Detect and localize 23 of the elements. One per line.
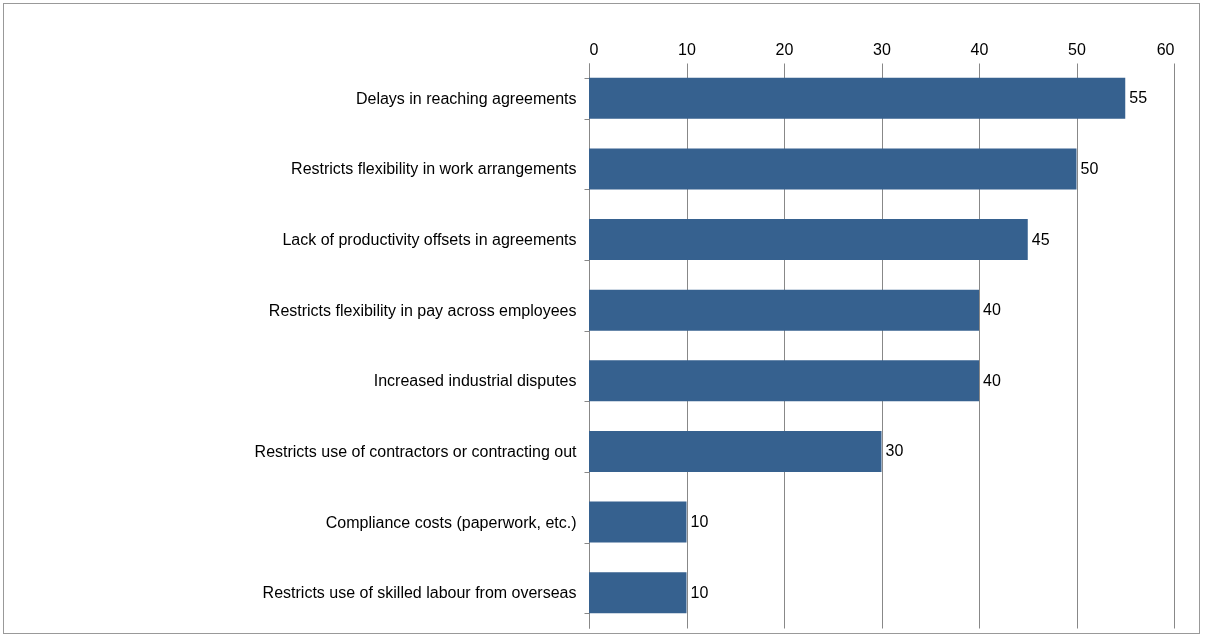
- y-tick-label: Restricts use of skilled labour from overseas: [262, 584, 577, 602]
- y-tick-label: Compliance costs (paperwork, etc.): [325, 513, 577, 531]
- x-tick-label: 0: [589, 40, 599, 58]
- x-tick-label: 60: [1156, 40, 1175, 58]
- y-tick-label: Restricts use of contractors or contracting out: [254, 442, 578, 460]
- y-tick-label: Increased industrial disputes: [373, 372, 577, 390]
- data-label: 45: [1031, 230, 1050, 248]
- y-tick-label: Delays in reaching agreements: [355, 89, 577, 107]
- data-label: 50: [1080, 159, 1099, 177]
- x-tick-label: 20: [775, 40, 794, 58]
- y-tick-label: Restricts flexibility in work arrangements: [291, 160, 577, 178]
- x-tick-label: 50: [1068, 40, 1086, 58]
- y-tick-label: Lack of productivity offsets in agreements: [282, 231, 577, 249]
- x-tick-label: 30: [873, 40, 891, 58]
- x-tick-label: 40: [970, 40, 989, 58]
- data-label: 55: [1129, 89, 1148, 107]
- data-label: 30: [885, 442, 904, 460]
- data-label: 40: [983, 371, 1001, 389]
- data-label: 10: [690, 583, 709, 601]
- data-label: 10: [690, 513, 709, 531]
- x-tick-label: 10: [678, 40, 696, 58]
- data-label: 40: [983, 301, 1001, 319]
- y-tick-label: Restricts flexibility in pay across employees: [268, 301, 577, 319]
